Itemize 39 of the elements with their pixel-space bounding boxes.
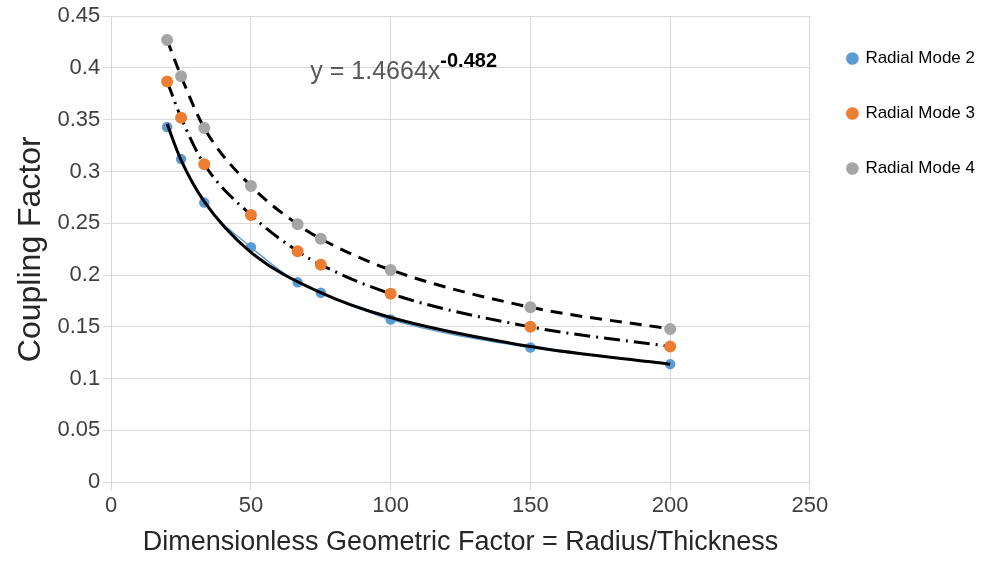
y-tick-label: 0.25 [57,209,101,235]
point [664,340,677,353]
point [175,111,188,124]
x-axis-title: Dimensionless Geometric Factor = Radius/Thickness [142,526,779,557]
y-tick-label: 0.4 [69,54,101,80]
y-tick-label: 0.2 [69,261,101,287]
point [384,287,397,300]
y-tick-label: 0.05 [57,416,101,442]
y-tick-label: 0.15 [57,312,101,338]
x-tick-label: 100 [372,492,410,518]
y-tick-label: 0.45 [57,2,101,28]
point [664,322,677,335]
point [291,218,304,231]
y-axis-title: Coupling Factor [11,135,48,363]
legend-label: Radial Mode 4 [865,158,975,178]
point [291,245,304,258]
point [161,34,174,47]
point [161,75,174,88]
y-tick-label: 0.35 [57,105,101,131]
point [524,320,537,333]
point [198,122,211,135]
point [384,263,397,276]
y-tick-label: 0.3 [69,157,101,183]
y-tick-label: 0.1 [69,364,101,390]
x-tick-label: 200 [651,492,689,518]
point [314,258,327,271]
y-tick-label: 0 [87,468,101,494]
x-tick-label: 250 [791,492,829,518]
x-tick-label: 0 [105,492,118,518]
point [314,232,327,245]
legend-label: Radial Mode 2 [865,48,975,68]
x-tick-label: 150 [512,492,549,518]
point [524,301,537,314]
point [244,209,257,222]
point [175,70,188,83]
x-tick-label: 50 [238,492,264,518]
legend-label: Radial Mode 3 [865,103,975,123]
point [244,180,257,193]
point [198,158,211,171]
